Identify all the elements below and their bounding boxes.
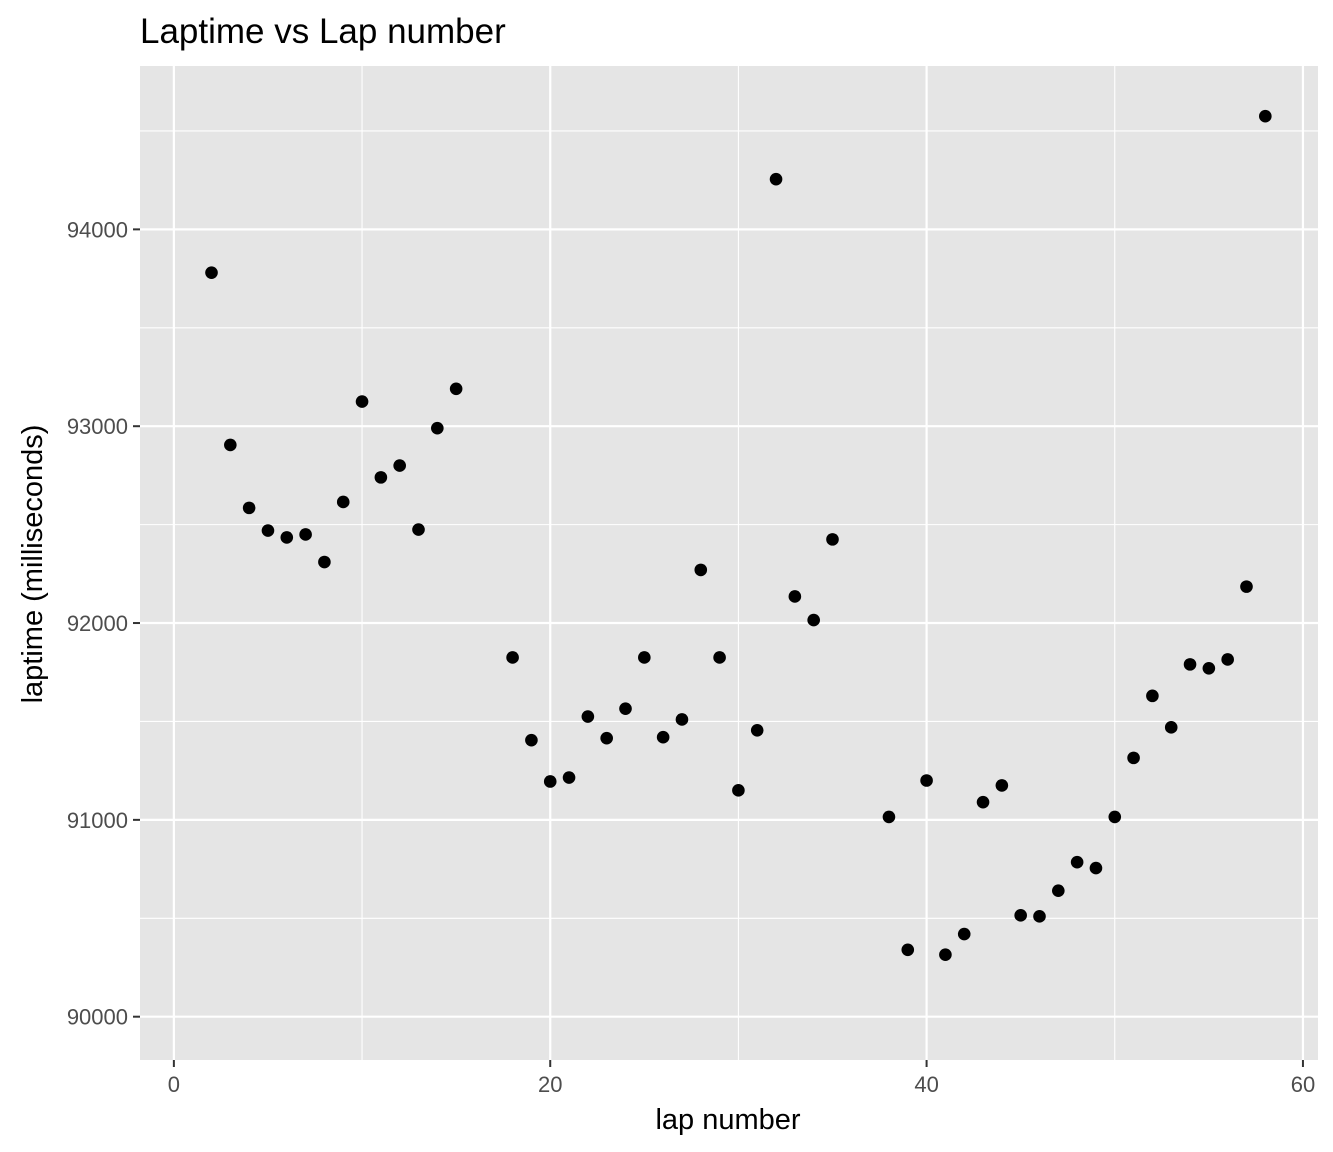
x-axis-ticks: 0 20 40 60 bbox=[168, 1060, 1315, 1097]
data-point bbox=[939, 948, 952, 961]
data-point bbox=[1108, 810, 1122, 824]
data-point bbox=[1089, 861, 1103, 875]
y-tick-label: 93000 bbox=[67, 414, 128, 439]
data-point bbox=[1164, 721, 1178, 734]
data-point bbox=[1014, 909, 1027, 922]
data-point bbox=[1240, 580, 1253, 593]
data-point bbox=[280, 531, 294, 544]
data-point bbox=[694, 563, 708, 577]
data-point bbox=[807, 613, 820, 627]
plot-panel bbox=[140, 66, 1318, 1060]
data-point bbox=[656, 730, 670, 744]
data-point bbox=[449, 382, 463, 396]
data-point bbox=[901, 943, 915, 957]
data-point bbox=[562, 771, 576, 784]
data-point bbox=[882, 810, 896, 824]
y-tick-label: 92000 bbox=[67, 611, 128, 636]
data-point bbox=[957, 927, 971, 941]
data-point bbox=[826, 533, 839, 546]
minor-gridlines bbox=[140, 66, 1318, 1060]
data-point bbox=[336, 495, 350, 509]
data-point bbox=[318, 555, 331, 569]
data-point bbox=[543, 775, 557, 788]
data-point bbox=[393, 459, 406, 472]
data-point bbox=[224, 438, 237, 452]
data-point bbox=[600, 731, 613, 745]
data-point bbox=[299, 528, 312, 541]
data-point bbox=[261, 524, 275, 537]
y-tick-label: 91000 bbox=[67, 808, 128, 833]
data-point bbox=[675, 713, 689, 726]
data-point bbox=[732, 784, 745, 797]
data-point bbox=[1183, 658, 1197, 671]
data-point bbox=[205, 266, 218, 279]
data-point bbox=[242, 501, 256, 515]
data-point bbox=[769, 172, 783, 186]
data-point bbox=[995, 779, 1009, 792]
y-tick-label: 94000 bbox=[67, 217, 128, 242]
data-point bbox=[1259, 109, 1272, 123]
y-tick-label: 90000 bbox=[67, 1005, 128, 1030]
data-point bbox=[1146, 689, 1159, 703]
data-point bbox=[750, 724, 764, 737]
data-point bbox=[412, 523, 425, 536]
data-point bbox=[1070, 855, 1084, 869]
major-gridlines bbox=[140, 66, 1318, 1060]
data-point bbox=[374, 471, 388, 484]
data-point bbox=[638, 651, 651, 664]
data-point bbox=[1221, 653, 1234, 666]
x-tick-label: 0 bbox=[168, 1072, 180, 1097]
data-points bbox=[205, 109, 1272, 961]
data-point bbox=[788, 590, 802, 603]
chart-title: Laptime vs Lap number bbox=[140, 12, 506, 51]
x-tick-label: 60 bbox=[1291, 1072, 1315, 1097]
data-point bbox=[1202, 662, 1216, 675]
data-point bbox=[619, 702, 632, 715]
x-tick-label: 40 bbox=[914, 1072, 938, 1097]
data-point bbox=[1052, 884, 1065, 898]
data-point bbox=[920, 774, 933, 787]
data-point bbox=[1033, 910, 1046, 923]
data-point bbox=[976, 795, 990, 809]
y-axis-ticks: 90000 91000 92000 93000 94000 bbox=[67, 217, 140, 1030]
data-point bbox=[713, 651, 726, 664]
x-tick-label: 20 bbox=[538, 1072, 562, 1097]
data-point bbox=[431, 421, 444, 435]
data-point bbox=[525, 733, 538, 747]
data-point bbox=[581, 710, 595, 723]
y-axis-label: laptime (milliseconds) bbox=[17, 425, 49, 704]
data-point bbox=[355, 395, 369, 408]
x-axis-label: lap number bbox=[655, 1104, 800, 1136]
data-point bbox=[506, 651, 519, 664]
data-point bbox=[1127, 751, 1140, 765]
